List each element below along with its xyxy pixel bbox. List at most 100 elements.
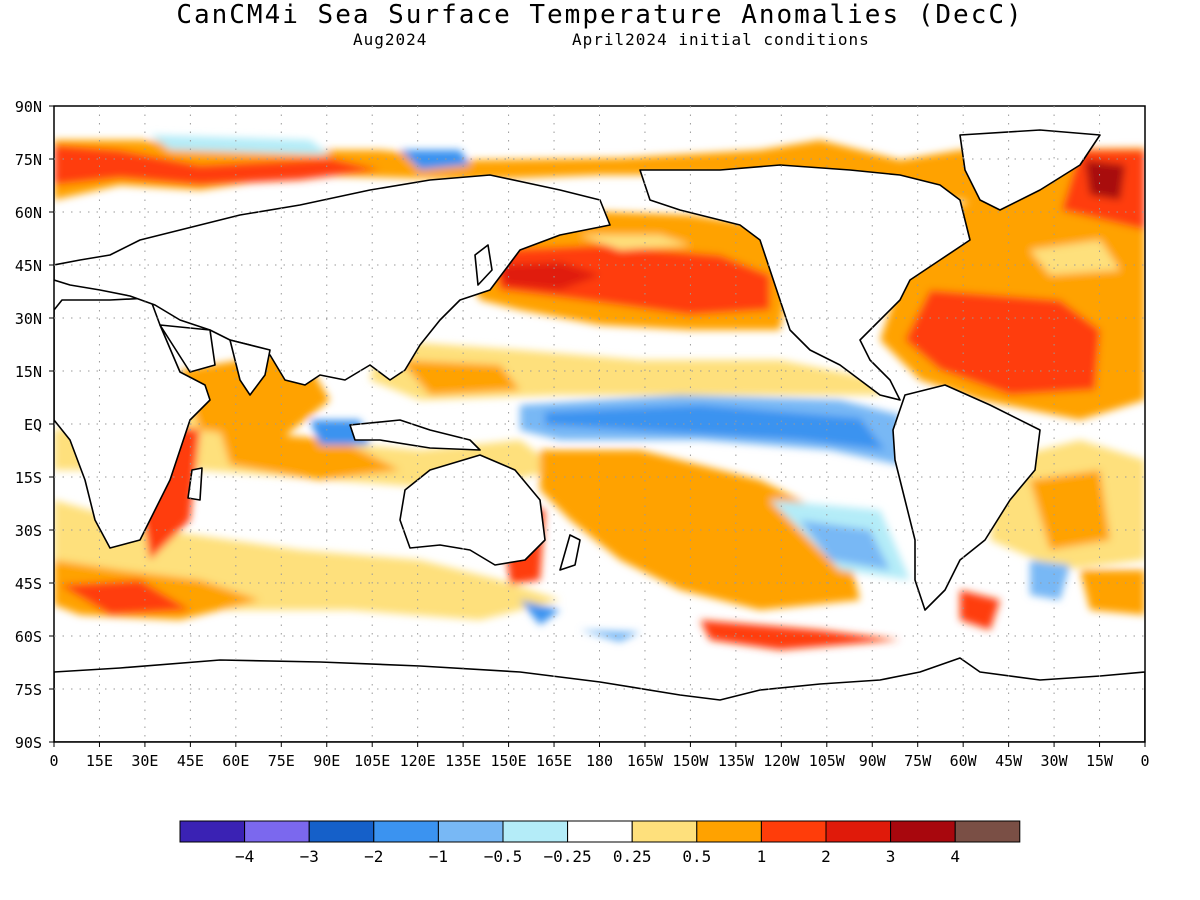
anomaly-region [545,405,885,450]
longitude-label: 180 [586,752,613,770]
greenland-outline [959,129,1101,211]
latitude-label: 90N [15,98,42,116]
longitude-label: 165E [536,752,572,770]
anomaly-region [500,262,600,290]
colorbar-label: 1 [757,847,767,866]
colorbar-swatch [954,820,1021,843]
colorbar-swatch [179,820,246,843]
longitude-label: 150W [672,752,709,770]
longitude-label: 60E [222,752,249,770]
colorbar-label: −1 [429,847,448,866]
colorbar [179,820,1021,843]
colorbar-swatch [567,820,633,843]
longitude-label: 30W [1041,752,1069,770]
colorbar-label: −0.25 [544,847,592,866]
colorbar-label: −2 [364,847,383,866]
north-america-outline [639,164,971,401]
anomaly-region [800,520,890,570]
longitude-label: 60W [950,752,978,770]
latitude-label: 15S [15,469,42,487]
longitude-label: 0 [1140,752,1149,770]
anomaly-region [580,630,640,642]
colorbar-swatch [308,820,375,843]
colorbar-swatch [696,820,762,843]
longitude-label: 75W [904,752,932,770]
longitude-label: 75E [268,752,295,770]
anomaly-region [905,290,1100,395]
anomaly-region [150,135,330,155]
colorbar-swatch [502,820,569,843]
colorbar-label: 0.25 [613,847,652,866]
anomaly-region [1030,560,1070,600]
anomaly-region [1080,570,1145,615]
latitude-label: 60S [15,628,42,646]
longitude-label: 135W [718,752,755,770]
latitude-label: 45N [15,257,42,275]
anomaly-field [54,106,1145,742]
colorbar-label: 2 [821,847,831,866]
colorbar-label: 0.5 [682,847,711,866]
initial-conditions-label: April2024 initial conditions [572,30,870,49]
australia-outline [399,454,546,566]
latitude-label: 90S [15,734,42,752]
anomaly-region [580,235,690,250]
anomaly-region [1085,160,1125,200]
anomaly-region [54,145,380,185]
longitude-label: 0 [49,752,58,770]
colorbar-swatch [890,820,956,843]
anomaly-region [700,620,900,650]
latitude-labels: 90N 75N 60N 45N 30N 15N EQ 15S 30S 45S 60S 75S 90S [15,98,42,752]
latitude-label: 75N [15,151,42,169]
longitude-label: 15W [1086,752,1114,770]
latitude-label: 60N [15,204,42,222]
longitude-label: 45E [177,752,204,770]
longitude-label: 30E [131,752,158,770]
longitude-label: 90E [313,752,340,770]
anomaly-region [960,590,1000,630]
latitude-label: 15N [15,363,42,381]
latitude-label: 45S [15,575,42,593]
colorbar-label: −4 [235,847,254,866]
longitude-label: 105W [809,752,846,770]
longitude-label: 120E [400,752,436,770]
anomaly-region [220,430,400,480]
longitude-label: 150E [491,752,527,770]
antarctica-outline [54,657,1145,742]
anomaly-region [520,600,560,625]
anomaly-region [700,500,850,600]
anomaly-region [60,580,190,615]
longitude-label: 105E [354,752,390,770]
colorbar-swatch [437,820,504,843]
colorbar-label: −3 [300,847,319,866]
arabia-outline [159,324,216,373]
land-masses [54,129,1145,742]
longitude-labels: 0 15E 30E 45E 60E 75E 90E 105E 120E 135E 150E 165E 1… [49,752,1149,770]
colorbar-label: −0.5 [484,847,523,866]
japan-outline [474,244,493,286]
latitude-label: EQ [24,416,42,434]
colorbar-label: 3 [886,847,896,866]
colorbar-label: 4 [950,847,960,866]
anomaly-region [1030,240,1120,275]
south-america-outline [892,384,1041,611]
colorbar-swatch [825,820,892,843]
graticule [54,106,1145,742]
madagascar-outline [187,467,203,501]
latitude-label: 30S [15,522,42,540]
axis-ticks [49,105,1146,747]
latitude-label: 75S [15,681,42,699]
maritime-continent-outline [349,419,481,451]
latitude-label: 30N [15,310,42,328]
colorbar-swatch [244,820,310,843]
new-zealand-outline [559,534,581,571]
longitude-label: 15E [86,752,113,770]
colorbar-swatch [631,820,698,843]
anomaly-region [400,150,470,170]
anomaly-region [400,360,520,395]
longitude-label: 135E [445,752,481,770]
india-outline [229,339,271,396]
longitude-label: 120W [763,752,800,770]
longitude-label: 165W [627,752,664,770]
longitude-label: 45W [995,752,1023,770]
